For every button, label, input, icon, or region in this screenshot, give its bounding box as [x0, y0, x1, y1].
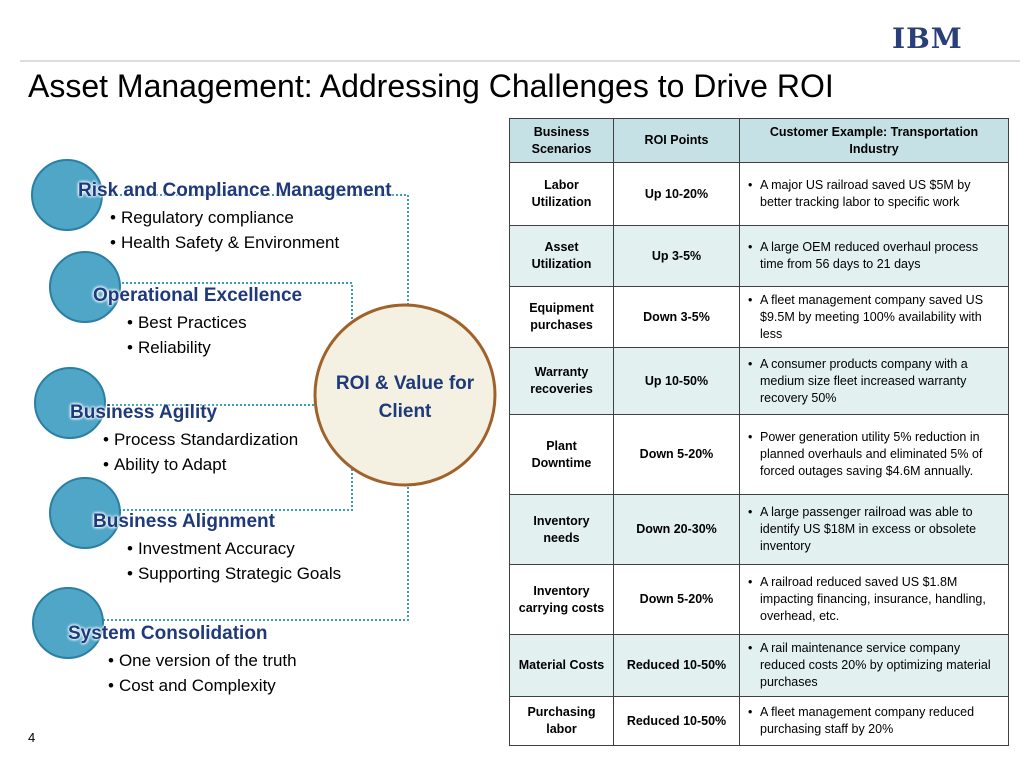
driver-point: One version of the truth [108, 651, 297, 671]
example: A major US railroad saved US $5M by bett… [739, 162, 1009, 226]
driver-point: Regulatory compliance [110, 208, 294, 228]
driver-circles [31, 159, 121, 659]
center-circle [313, 303, 497, 487]
driver-point: Best Practices [127, 313, 247, 333]
title: Asset Management: Addressing Challenges … [28, 68, 834, 104]
roi-points: Up 3-5% [613, 225, 740, 287]
column-header: Business Scenarios [509, 118, 614, 163]
scenario: Plant Downtime [509, 414, 614, 495]
roi-points: Down 3-5% [613, 286, 740, 348]
scenario: Inventory carrying costs [509, 564, 614, 635]
scenario: Warranty recoveries [509, 347, 614, 415]
example: Power generation utility 5% reduction in… [739, 414, 1009, 495]
driver-point: Process Standardization [103, 430, 298, 450]
column-header: ROI Points [613, 118, 740, 163]
column-header: Customer Example: Transportation Industr… [739, 118, 1009, 163]
roi-points: Up 10-50% [613, 347, 740, 415]
driver-title: Business Alignment [93, 511, 275, 532]
header-row: Business Scenarios ROI Points Customer Exa… [509, 118, 1009, 163]
driver-point: Health Safety & Environment [110, 233, 339, 253]
driver-point: Supporting Strategic Goals [127, 564, 341, 584]
roi-table: Business Scenarios ROI Points Customer Exa… [509, 118, 1009, 746]
example: A large OEM reduced overhaul process tim… [739, 225, 1009, 287]
driver-point: Reliability [127, 338, 211, 358]
driver-point: Cost and Complexity [108, 676, 276, 696]
example: A rail maintenance service company reduc… [739, 634, 1009, 697]
roi-points: Down 5-20% [613, 414, 740, 495]
scenario: Material Costs [509, 634, 614, 697]
example: A railroad reduced saved US $1.8M impact… [739, 564, 1009, 635]
example: A fleet management company reduced purch… [739, 696, 1009, 746]
roi-points: Reduced 10-50% [613, 634, 740, 697]
scenario: Labor Utilization [509, 162, 614, 226]
driver-point: Ability to Adapt [103, 455, 226, 475]
driver-title: System Consolidation [68, 623, 268, 644]
scenario: Inventory needs [509, 494, 614, 565]
roi-points: Reduced 10-50% [613, 696, 740, 746]
scenario: Purchasing labor [509, 696, 614, 746]
driver-point: Investment Accuracy [127, 539, 295, 559]
roi-points: Down 5-20% [613, 564, 740, 635]
example: A large passenger railroad was able to i… [739, 494, 1009, 565]
roi-points: Up 10-20% [613, 162, 740, 226]
logo: IBM [892, 22, 963, 55]
example: A consumer products company with a mediu… [739, 347, 1009, 415]
center-label: ROI & Value for Client [335, 373, 475, 422]
page-number: 4 [28, 730, 36, 745]
scenario: Asset Utilization [509, 225, 614, 287]
scenario: Equipment purchases [509, 286, 614, 348]
roi-points: Down 20-30% [613, 494, 740, 565]
driver-title: Risk and Compliance Management [78, 180, 392, 201]
driver-title: Business Agility [70, 402, 218, 423]
example: A fleet management company saved US $9.5… [739, 286, 1009, 348]
driver-title: Operational Excellence [93, 285, 303, 306]
